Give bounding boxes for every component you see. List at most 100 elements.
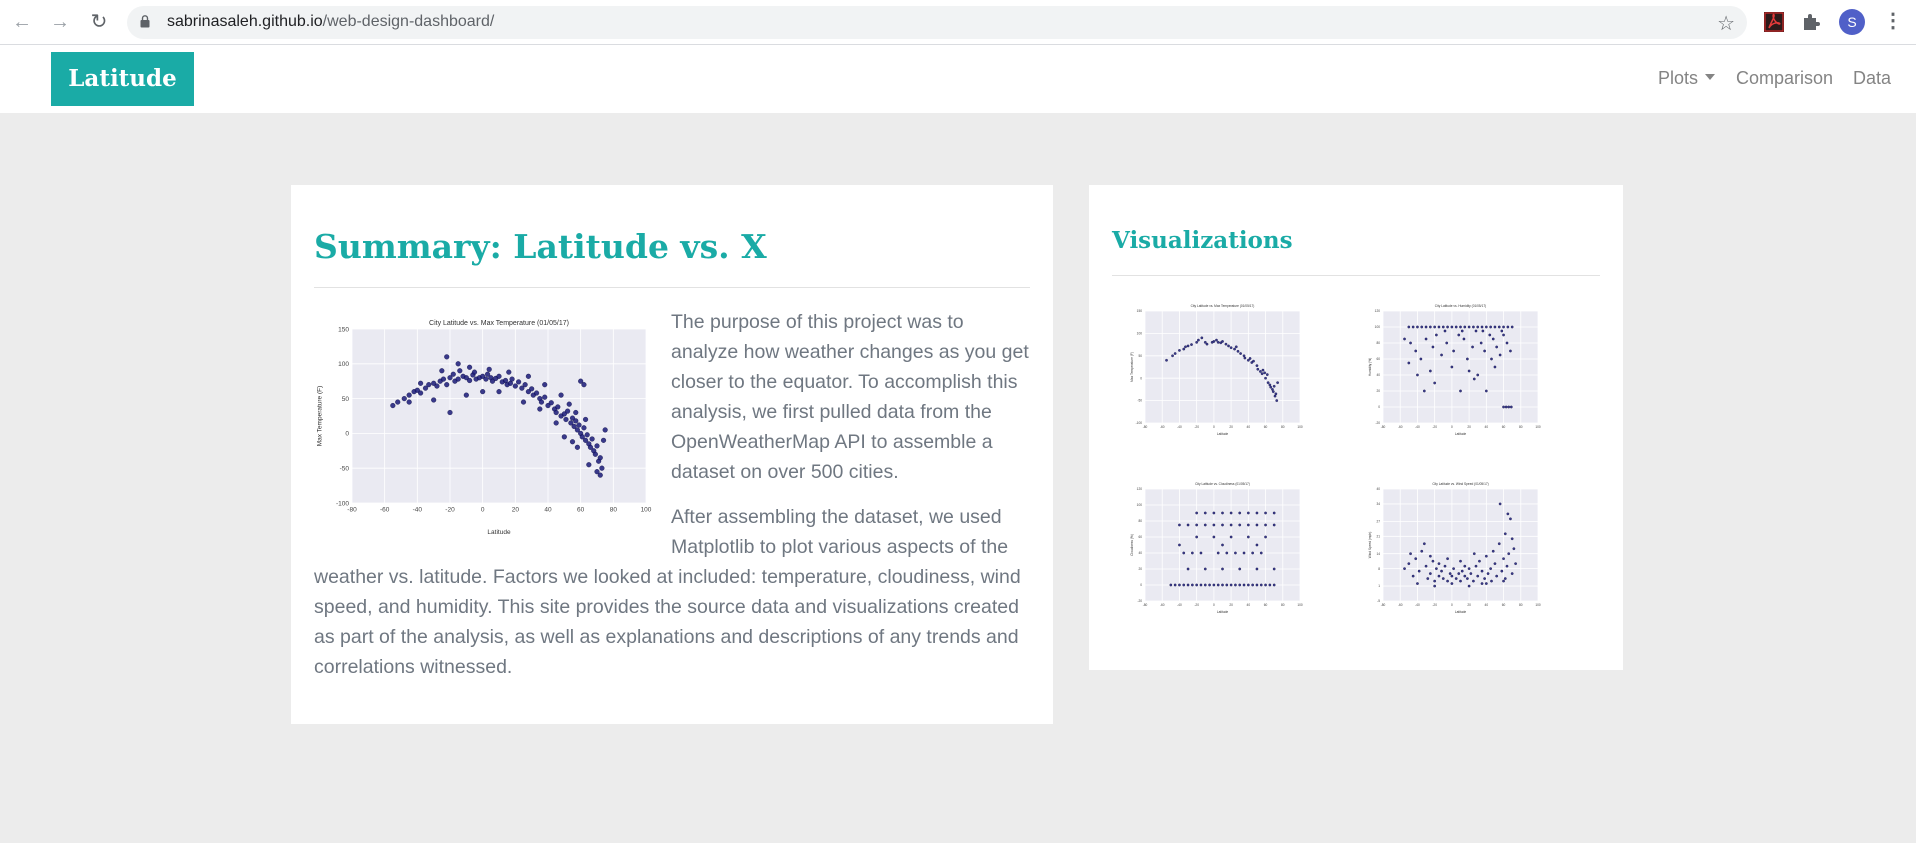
scatter-point	[1433, 579, 1437, 583]
y-axis-label: Wind Speed (mph)	[1368, 532, 1372, 559]
y-tick-label: 0	[1378, 405, 1380, 409]
thumbnail-humidity-chart[interactable]: -80 -60 -40 -20 0 20 40 60 80 100 -20 0 20 40 60 80 100 1…	[1367, 303, 1547, 438]
scatter-point	[1273, 394, 1277, 398]
scatter-point	[1260, 372, 1264, 376]
brand-logo-link[interactable]: Latitude	[51, 52, 194, 106]
scatter-point	[1184, 345, 1187, 349]
scatter-point	[1186, 583, 1190, 587]
scatter-point	[1433, 584, 1437, 588]
plot-area	[1145, 311, 1300, 423]
scatter-point	[1403, 337, 1406, 341]
scatter-point	[1195, 583, 1199, 587]
scatter-point	[1488, 333, 1492, 337]
scatter-point	[1457, 333, 1461, 337]
scatter-point	[457, 368, 463, 374]
summary-temperature-chart[interactable]: -80 -60 -40 -20 0 20 40 60 80 100 -100 -50 0 50 100 150…	[314, 307, 664, 537]
scatter-point	[439, 368, 445, 374]
x-tick-label: 40	[1247, 603, 1251, 607]
thumbnail-cloudiness-chart[interactable]: -80 -60 -40 -20 0 20 40 60 80 100 -20 0 20 40 60 80 100 1…	[1129, 481, 1309, 616]
scatter-point	[597, 455, 603, 461]
x-tick-label: 60	[577, 507, 585, 514]
nav-plots-dropdown[interactable]: Plots	[1658, 68, 1716, 89]
scatter-point	[1186, 567, 1190, 571]
scatter-point	[1264, 511, 1267, 515]
scatter-point	[1509, 517, 1512, 521]
scatter-point	[581, 425, 587, 431]
x-tick-label: 20	[1229, 603, 1233, 607]
back-arrow-icon[interactable]: ←	[12, 11, 32, 33]
address-bar[interactable]: sabrinasaleh.github.io/web-design-dashbo…	[127, 6, 1747, 39]
scatter-point	[583, 437, 589, 443]
scatter-point	[1165, 358, 1168, 362]
scatter-point	[574, 427, 580, 433]
scatter-point	[496, 389, 502, 395]
scatter-point	[434, 383, 440, 389]
scatter-point	[1441, 325, 1445, 329]
x-tick-label: 20	[1229, 425, 1233, 429]
nav-comparison-link[interactable]: Comparison	[1736, 68, 1834, 88]
y-tick-label: 34	[1376, 502, 1380, 506]
scatter-point	[525, 373, 531, 379]
x-tick-label: 0	[481, 507, 485, 514]
url-text[interactable]: sabrinasaleh.github.io/web-design-dashbo…	[167, 13, 494, 31]
x-tick-label: 60	[1264, 603, 1268, 607]
scatter-point	[1268, 383, 1272, 387]
puzzle-extensions-icon[interactable]	[1800, 10, 1824, 34]
scatter-point	[522, 382, 528, 388]
scatter-point	[1212, 340, 1216, 343]
scatter-point	[589, 436, 595, 442]
scatter-point	[1251, 551, 1254, 555]
y-tick-label: 60	[1376, 357, 1380, 361]
scatter-point	[1248, 357, 1252, 360]
scatter-point	[579, 434, 585, 440]
caret-down-icon	[1705, 74, 1716, 81]
scatter-point	[576, 422, 582, 428]
scatter-point	[1225, 551, 1229, 555]
scatter-point	[1509, 405, 1513, 409]
x-tick-label: 20	[512, 507, 520, 514]
scatter-point	[1459, 559, 1462, 563]
scatter-point	[422, 385, 429, 391]
y-tick-label: 20	[1376, 389, 1380, 393]
thumbnail-temperature-chart[interactable]: -80 -60 -40 -20 0 20 40 60 80 100 -100 -50 0 50 100 150…	[1129, 303, 1309, 438]
scatter-point	[1224, 342, 1228, 346]
forward-arrow-icon[interactable]: →	[50, 11, 70, 33]
x-tick-label: 0	[1213, 603, 1215, 607]
scatter-point	[1476, 325, 1480, 329]
bookmark-star-icon[interactable]: ☆	[1717, 13, 1735, 35]
scatter-point	[1255, 543, 1259, 547]
scatter-point	[1261, 368, 1265, 372]
pdf-extension-icon[interactable]	[1762, 10, 1786, 34]
scatter-point	[1422, 542, 1426, 546]
scatter-point	[483, 376, 489, 382]
scatter-point	[480, 373, 486, 379]
scatter-point	[1472, 377, 1476, 381]
scatter-point	[1448, 572, 1452, 575]
scatter-point	[1440, 353, 1443, 357]
scatter-point	[1272, 523, 1276, 527]
scatter-point	[1203, 511, 1207, 515]
y-axis-label: Max Temperature (F)	[1130, 352, 1134, 382]
x-tick-label: 80	[1519, 425, 1523, 429]
scatter-point	[1463, 574, 1467, 578]
visualizations-card: Visualizations -80 -60 -40 -20 0 20 40 60 80 100-…	[1089, 185, 1623, 670]
nav-data-link[interactable]: Data	[1853, 68, 1892, 88]
scatter-point	[1476, 574, 1480, 578]
scatter-point	[1246, 358, 1250, 362]
y-tick-label: 120	[1137, 487, 1143, 491]
scatter-point	[571, 423, 577, 429]
scatter-point	[1486, 572, 1490, 575]
scatter-point	[1178, 523, 1181, 527]
scatter-point	[1433, 381, 1437, 385]
y-tick-label: -50	[340, 465, 350, 472]
scatter-point	[1471, 345, 1474, 349]
thumbnail-windspeed-chart[interactable]: -80 -60 -40 -20 0 20 40 60 80 100 -5 1 8 14 21 27 34 40 Ci…	[1367, 481, 1547, 616]
profile-avatar[interactable]: S	[1839, 9, 1865, 35]
more-menu-icon[interactable]: ⋮	[1883, 10, 1903, 32]
scatter-point	[599, 465, 605, 471]
reload-icon[interactable]: ↻	[90, 11, 108, 33]
x-tick-label: 0	[1213, 425, 1215, 429]
scatter-point	[594, 443, 600, 449]
scatter-point	[553, 409, 559, 416]
scatter-point	[1221, 583, 1224, 587]
